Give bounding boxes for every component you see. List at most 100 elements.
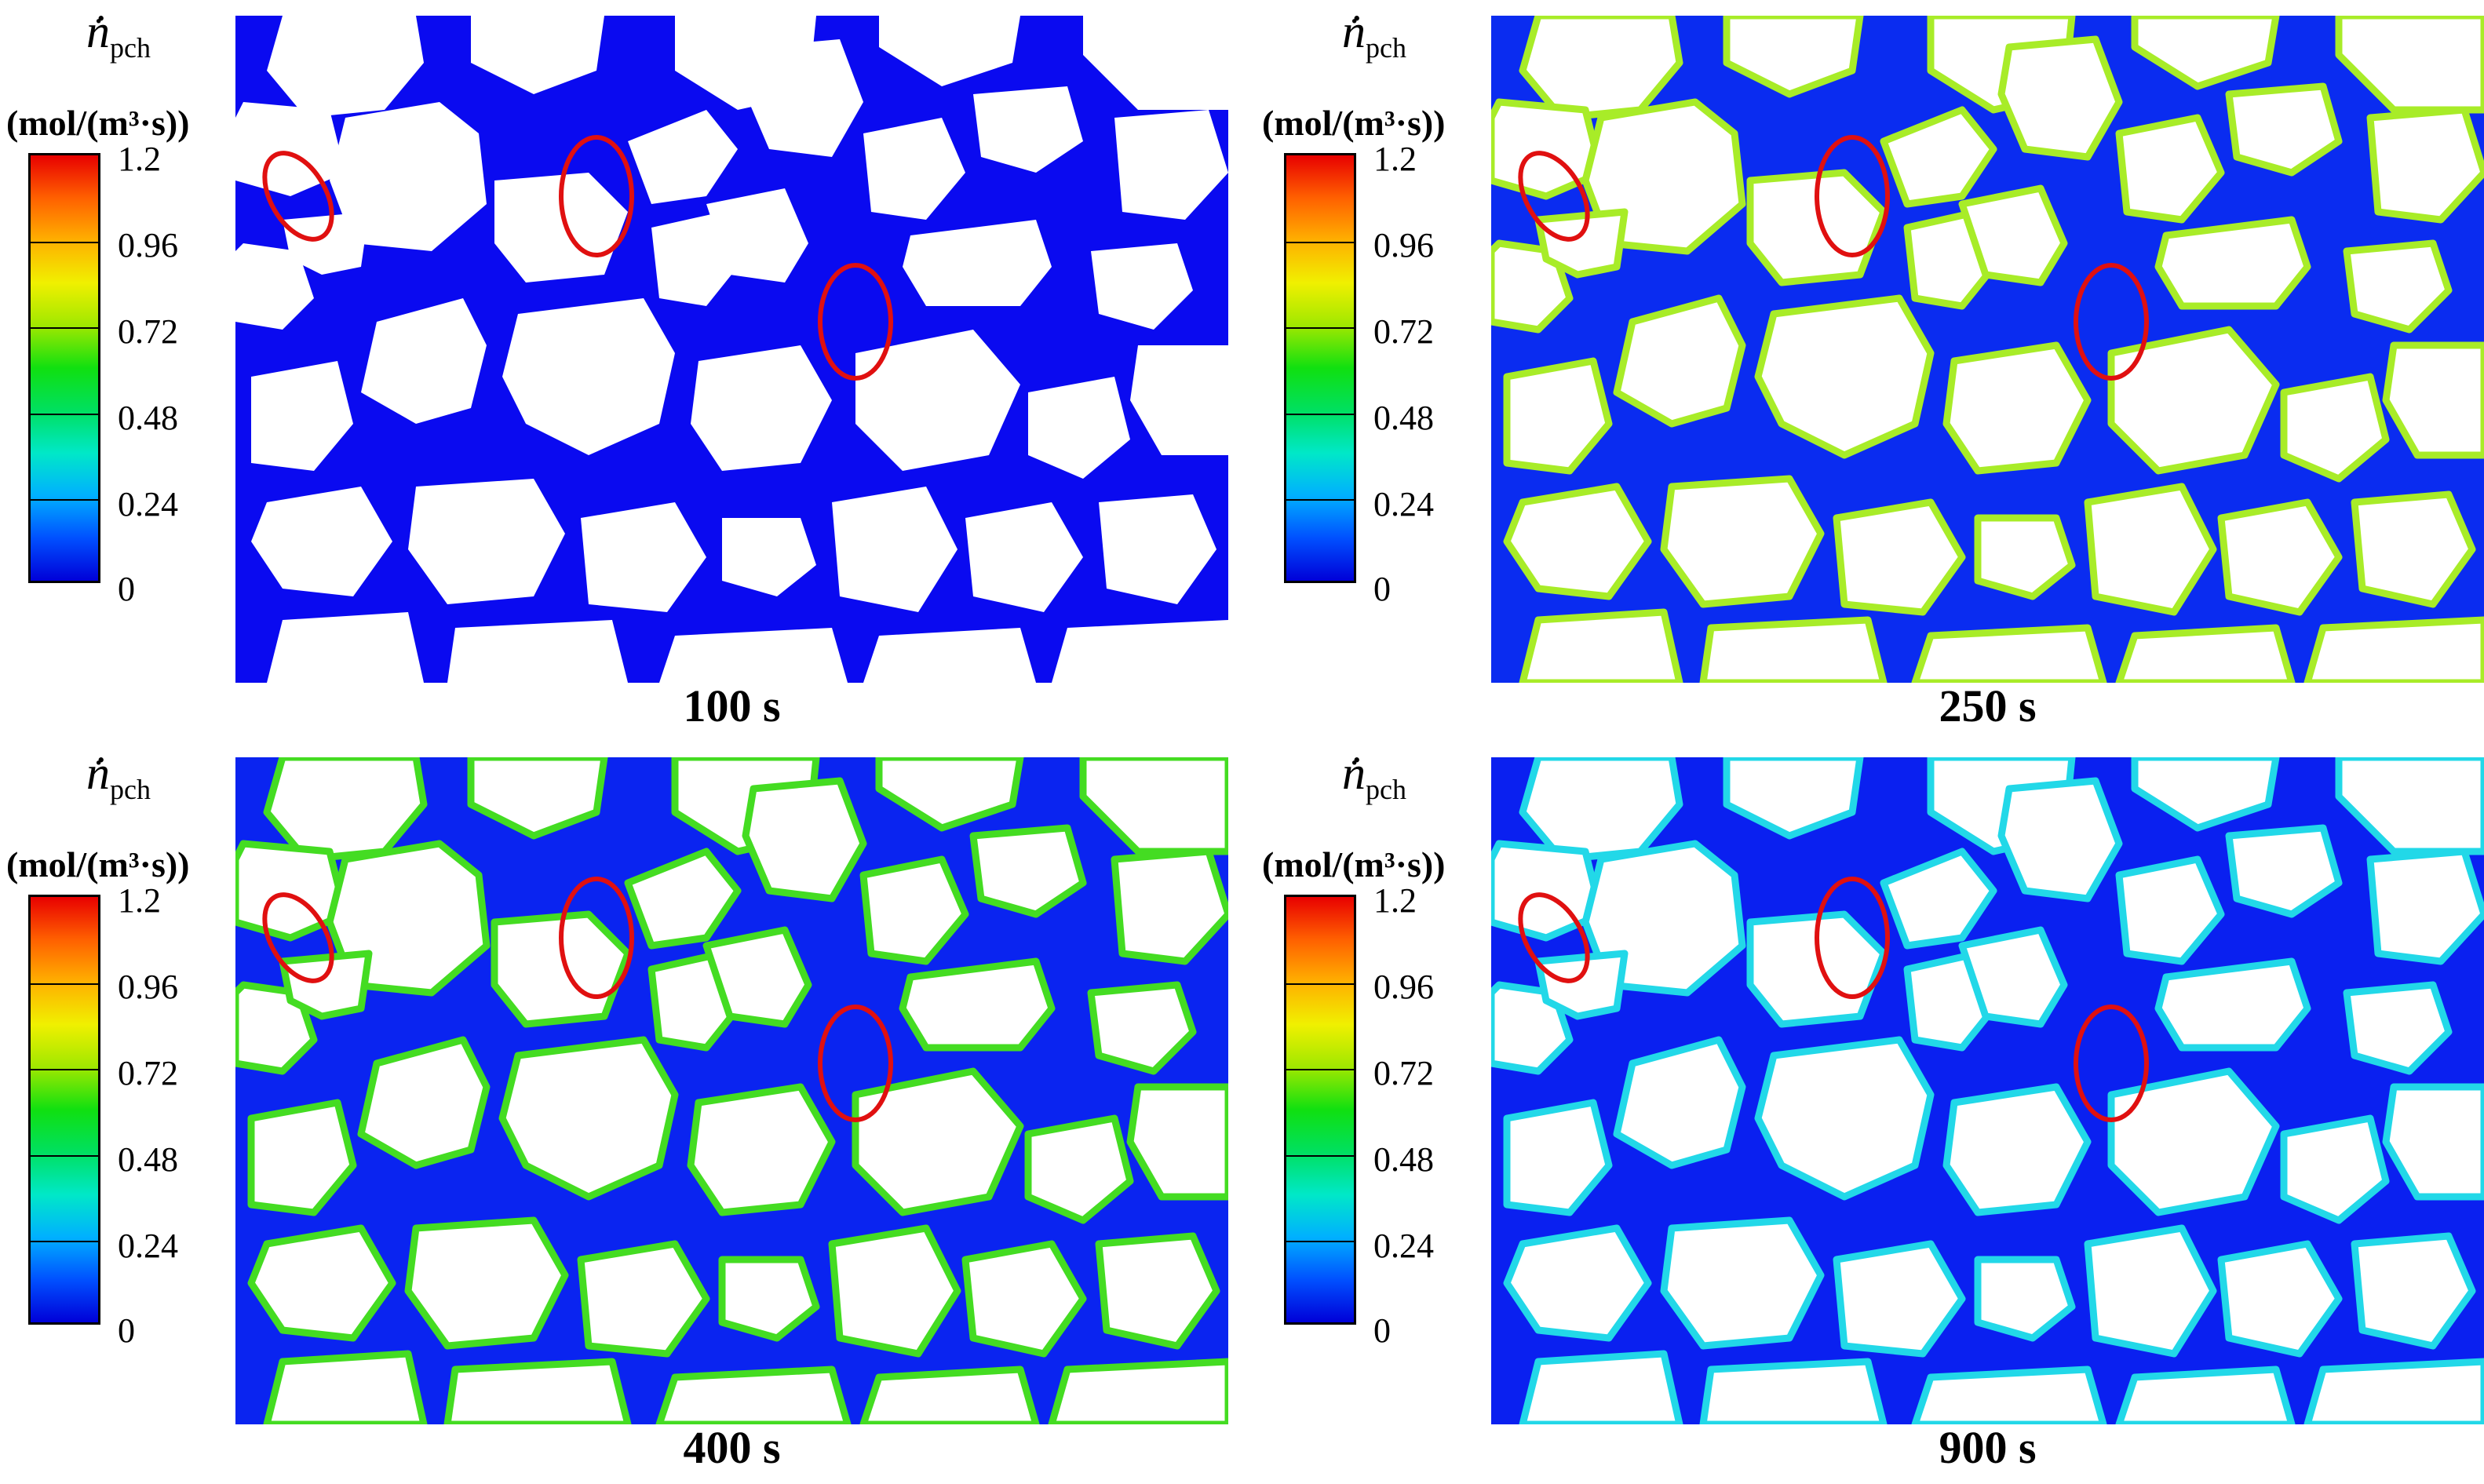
solid-grain: [1997, 35, 2123, 161]
solid-grain: [1974, 1256, 2076, 1342]
solid-grain: [1024, 1114, 1134, 1224]
solid-grain: [247, 1099, 357, 1216]
solid-grain: [2366, 106, 2484, 224]
panel-100s: · ṅpch (mol/(m³·s)) 1.2 0.96 0.72 0.48 0.24 0…: [0, 0, 1228, 730]
solid-grain: [2115, 1365, 2296, 1424]
colorbar-tick-label: 1.2: [118, 140, 161, 178]
solid-grain: [742, 777, 867, 902]
solid-grain: [1503, 1099, 1613, 1216]
colorbar: [1284, 153, 1356, 583]
solid-grain: [691, 345, 832, 471]
solid-grain: [965, 502, 1083, 612]
solid-grain: [855, 330, 1020, 471]
colorbar: [28, 153, 100, 583]
solid-grain: [2303, 616, 2484, 683]
concentration-field: [235, 16, 1228, 683]
colorbar-tick-label: 0: [118, 570, 135, 608]
highlight-ellipse: [1518, 151, 1590, 242]
highlight-ellipse: [559, 135, 634, 257]
solid-grain: [1534, 950, 1629, 1020]
colorbar-tick-label: 0.24: [118, 485, 178, 523]
colorbar-symbol: ṅpch: [86, 747, 151, 805]
concentration-field: [1491, 757, 2484, 1424]
solid-grain: [718, 1256, 820, 1342]
solid-grain: [1503, 357, 1613, 475]
solid-grain: [1699, 1358, 1888, 1424]
solid-grain: [899, 957, 1056, 1052]
solid-grain: [2280, 373, 2390, 483]
panel-250s: · ṅpch (mol/(m³·s)) 1.2 0.96 0.72 0.48 0.24 0…: [1256, 0, 2484, 730]
solid-grain: [1833, 1240, 1966, 1358]
solid-grain: [859, 855, 969, 965]
solid-grain: [443, 1358, 632, 1424]
colorbar-divider: [31, 1069, 98, 1071]
solid-grain: [447, 620, 628, 683]
colorbar-divider: [1286, 1154, 1354, 1157]
solid-grain: [1699, 616, 1888, 683]
colorbar-tick-label: 0.24: [1373, 1227, 1434, 1265]
highlight-ellipse: [818, 263, 893, 381]
solid-grain: [251, 361, 353, 471]
colorbar-tick-label: 0.48: [118, 399, 178, 437]
solid-grain: [746, 39, 863, 157]
solid-grain: [2084, 1224, 2217, 1358]
solid-grain: [1503, 483, 1652, 600]
highlight-ellipse: [262, 151, 334, 242]
colorbar-divider: [1286, 499, 1354, 501]
colorbar-divider: [31, 499, 98, 501]
solid-grain: [655, 1365, 852, 1424]
colorbar-tick-label: 0.48: [1373, 1140, 1434, 1179]
highlight-ellipse: [262, 892, 334, 983]
solid-grain: [1754, 294, 1935, 459]
solid-grain: [2280, 1114, 2390, 1224]
solid-grain: [1083, 16, 1228, 110]
solid-grain: [1503, 1224, 1652, 1342]
solid-grain: [1130, 345, 1228, 455]
solid-grain: [2382, 1083, 2484, 1201]
solid-grain: [404, 1216, 569, 1350]
solid-grain: [1880, 106, 1997, 208]
colorbar-tick-label: 1.2: [1373, 140, 1417, 178]
solid-grain: [1942, 341, 2092, 475]
colorbar-tick-label: 0.72: [118, 312, 178, 351]
solid-grain: [1519, 608, 1683, 683]
solid-grain: [1660, 1216, 1825, 1350]
colorbar-tick-label: 0.24: [118, 1227, 178, 1265]
colorbar-symbol: ṅpch: [86, 5, 151, 64]
solid-grain: [330, 102, 487, 251]
time-label: 100 s: [683, 680, 781, 731]
colorbar-tick-label: 0: [1373, 570, 1391, 608]
colorbar-divider: [31, 327, 98, 330]
solid-grain: [1754, 1036, 1935, 1201]
solid-grain: [1880, 848, 1997, 950]
solid-grain: [2225, 82, 2343, 177]
solid-grain: [251, 487, 392, 596]
solid-grain: [1052, 620, 1228, 683]
solid-grain: [2303, 1358, 2484, 1424]
colorbar-tick-label: 0.48: [1373, 399, 1434, 437]
solid-grain: [1613, 294, 1746, 428]
solid-grain: [2382, 341, 2484, 459]
colorbar-unit: (mol/(m³·s)): [1262, 844, 1446, 884]
colorbar-divider: [31, 1154, 98, 1157]
panel-900s: · ṅpch (mol/(m³·s)) 1.2 0.96 0.72 0.48 0.24 0…: [1256, 742, 2484, 1471]
solid-grain: [2154, 216, 2311, 310]
time-label: 250 s: [1939, 680, 2037, 731]
solid-grain: [2084, 483, 2217, 616]
solid-grain: [1519, 1350, 1683, 1424]
solid-grain: [2107, 326, 2280, 475]
solid-grain: [2107, 1067, 2280, 1216]
solid-grain: [863, 118, 965, 220]
solid-grain: [2131, 757, 2280, 832]
solid-grain: [651, 212, 738, 306]
colorbar-symbol: ṅpch: [1342, 5, 1406, 64]
solid-grain: [279, 950, 373, 1020]
colorbar-tick-label: 0.72: [1373, 312, 1434, 351]
solid-grain: [1114, 110, 1228, 220]
solid-grain: [1942, 1083, 2092, 1216]
highlight-ellipse: [2074, 1005, 2149, 1122]
solid-grain: [1126, 1083, 1228, 1201]
colorbar-divider: [1286, 327, 1354, 330]
solid-grain: [2225, 824, 2343, 918]
solid-grain: [1091, 243, 1193, 330]
